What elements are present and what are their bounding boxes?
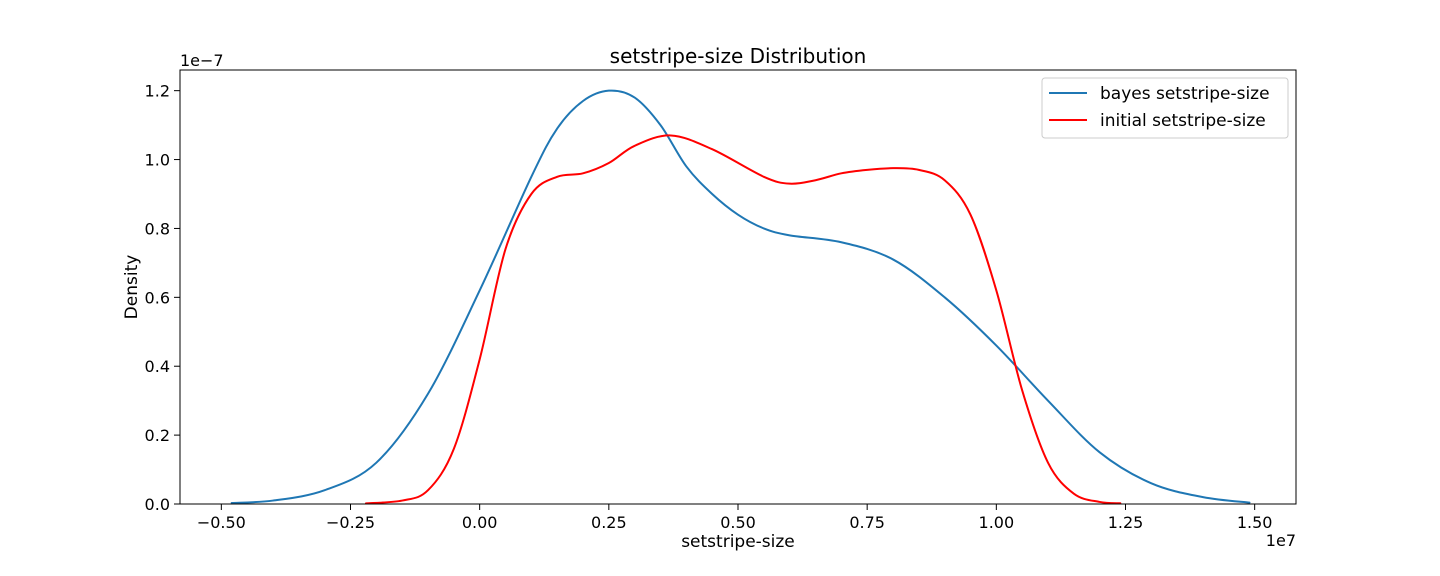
legend: bayes setstripe-size initial setstripe-s… <box>1041 77 1289 139</box>
x-tick-label: 0.75 <box>849 513 885 532</box>
x-tick-label: −0.25 <box>326 513 375 532</box>
y-tick-label: 1.2 <box>145 82 170 101</box>
y-tick-label: 1.0 <box>145 151 170 170</box>
x-tick-label: 1.50 <box>1237 513 1273 532</box>
legend-label-initial: initial setstripe-size <box>1100 111 1266 131</box>
y-tick-label: 0.4 <box>145 357 170 376</box>
x-offset-label: 1e7 <box>1266 531 1296 550</box>
x-tick-label: 1.25 <box>1108 513 1144 532</box>
series-line-initial <box>365 134 1122 505</box>
legend-label-bayes: bayes setstripe-size <box>1100 84 1270 104</box>
plot-frame <box>179 69 1297 505</box>
y-tick-label: 0.6 <box>145 288 170 307</box>
x-tick-label: 0.25 <box>591 513 627 532</box>
series-lines <box>230 89 1251 505</box>
x-tick-label: 0.50 <box>720 513 756 532</box>
x-tick-label: 1.00 <box>979 513 1015 532</box>
y-axis-label: Density <box>122 255 142 320</box>
x-tick-label: 0.00 <box>462 513 498 532</box>
y-tick-label: 0.2 <box>145 426 170 445</box>
chart-title: setstripe-size Distribution <box>610 44 867 68</box>
y-tick-label: 0.0 <box>145 495 170 514</box>
series-line-bayes <box>230 89 1251 504</box>
x-tick-label: −0.50 <box>197 513 246 532</box>
x-axis-label: setstripe-size <box>681 532 795 552</box>
x-axis-ticks: −0.50 −0.25 0.00 0.25 0.50 0.75 1.00 1.25 1.50 <box>197 504 1273 532</box>
y-tick-label: 0.8 <box>145 219 170 238</box>
y-axis-ticks: 0.0 0.2 0.4 0.6 0.8 1.0 1.2 <box>145 82 180 514</box>
legend-box <box>1041 77 1289 139</box>
y-offset-label: 1e−7 <box>180 51 224 70</box>
